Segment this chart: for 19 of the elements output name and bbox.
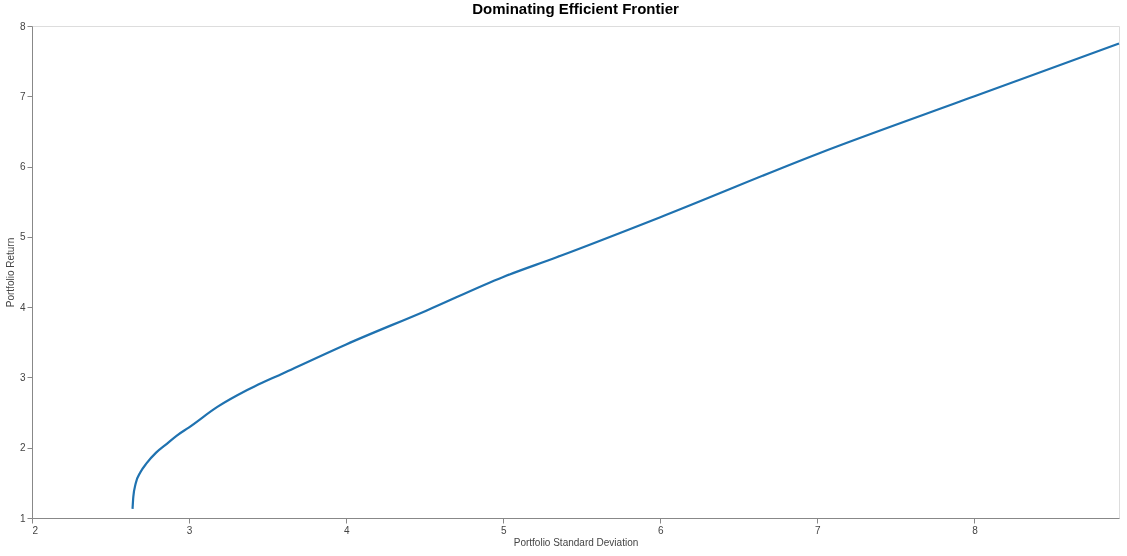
y-tick-label: 3	[19, 371, 26, 383]
y-tick-label: 2	[19, 442, 26, 454]
y-tick-label: 6	[19, 161, 26, 173]
y-axis-title: Portfolio Return	[4, 237, 16, 308]
x-tick-label: 3	[186, 524, 193, 536]
x-tick-label: 7	[815, 524, 822, 536]
line-series	[131, 42, 1121, 510]
y-tick-label: 8	[19, 20, 26, 32]
chart-title: Dominating Efficient Frontier	[472, 0, 679, 17]
y-tick-label: 5	[19, 231, 26, 243]
x-tick-label: 5	[500, 524, 507, 536]
x-axis-title: Portfolio Standard Deviation	[513, 536, 639, 548]
y-tick-label: 1	[19, 512, 26, 524]
x-tick-label: 2	[32, 524, 39, 536]
x-tick-label: 8	[972, 524, 979, 536]
y-tick-label: 7	[19, 90, 26, 102]
x-tick-label: 4	[343, 524, 350, 536]
y-tick-label: 4	[19, 301, 26, 313]
x-tick-label: 6	[658, 524, 665, 536]
